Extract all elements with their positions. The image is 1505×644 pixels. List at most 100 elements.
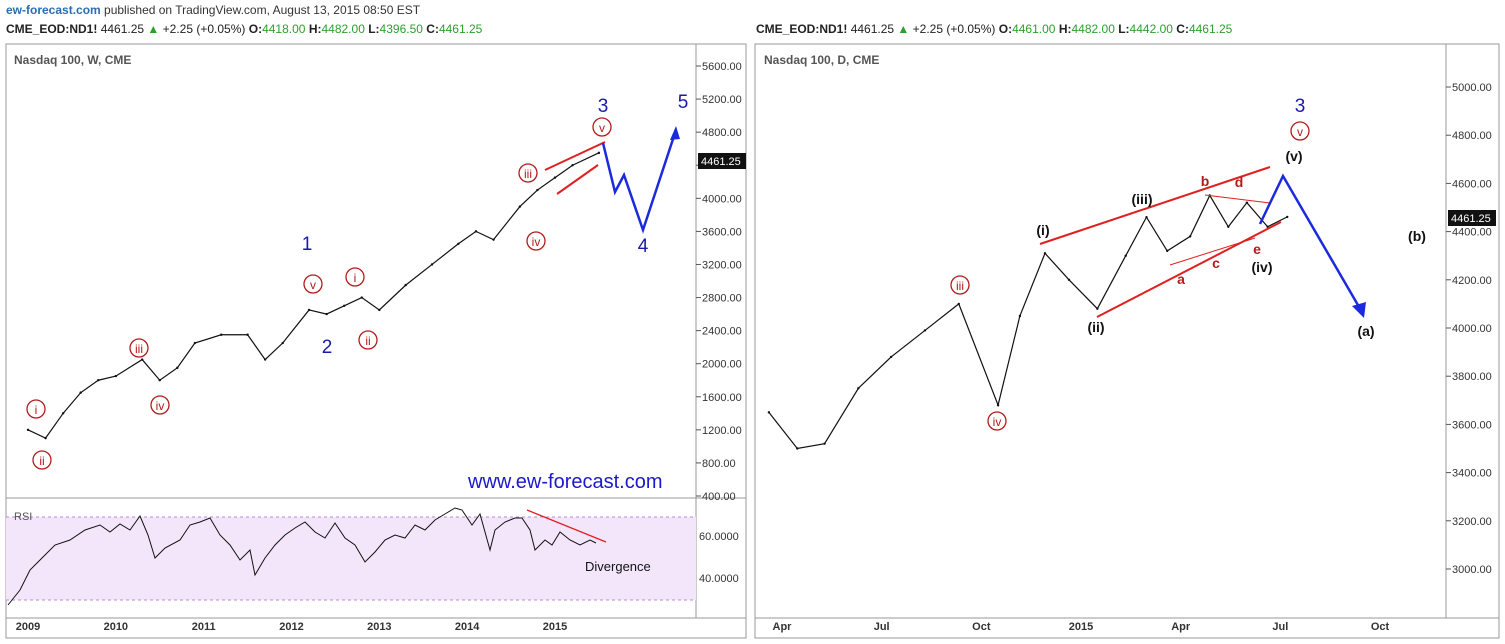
triangle-lower-line xyxy=(1169,237,1256,266)
time-tick-label: 2009 xyxy=(16,621,40,633)
time-tick-label: 2015 xyxy=(543,621,567,633)
wave-label: ii xyxy=(39,454,44,468)
wave-label: ii xyxy=(365,334,370,348)
wedge-lower-line xyxy=(556,164,599,195)
price-ticks: 5600.005200.004800.004400.004000.003600.… xyxy=(696,61,742,503)
price-label: 4461.25 xyxy=(1451,213,1491,225)
price-label-box xyxy=(1448,210,1496,226)
wave-label: iii xyxy=(956,279,964,293)
wave-label: iv xyxy=(532,235,541,249)
wave-label: v xyxy=(310,278,316,292)
rsi-divergence-line xyxy=(526,509,607,543)
wave-label: (iv) xyxy=(1252,259,1273,275)
price-tick-label: 2000.00 xyxy=(702,359,742,371)
wave-circle xyxy=(518,163,538,183)
price-tick-label: 3800.00 xyxy=(1452,371,1492,383)
channel-upper-line xyxy=(1039,166,1271,245)
rsi-tick-60: 60.0000 xyxy=(699,531,739,543)
site-link[interactable]: ew-forecast.com xyxy=(6,3,101,17)
left-last: 4461.25 xyxy=(100,22,145,36)
right-change: +2.25 (+0.05%) xyxy=(912,22,996,36)
price-tick-label: 1200.00 xyxy=(702,425,742,437)
channel-lower-line xyxy=(1096,221,1282,318)
right-close: 4461.25 xyxy=(1188,22,1233,36)
price-tick-label: 3600.00 xyxy=(1452,419,1492,431)
price-tick-label: 4800.00 xyxy=(702,127,742,139)
wave-circle xyxy=(1290,121,1310,141)
triangle-upper-line xyxy=(1204,194,1271,204)
wave-circle xyxy=(129,338,149,358)
right-high: 4482.00 xyxy=(1071,22,1115,36)
published-text: published on TradingView.com, August 13,… xyxy=(100,3,421,17)
time-tick-label: Jul xyxy=(874,621,890,633)
time-ticks: 2009 2010 2011 2012 2013 2014 2015 xyxy=(16,621,567,633)
price-tick-label: 5000.00 xyxy=(1452,82,1492,94)
left-change: +2.25 (+0.05%) xyxy=(162,22,246,36)
wave-label: v xyxy=(1297,125,1303,139)
wave-label: e xyxy=(1253,241,1261,257)
wave-label: i xyxy=(35,403,38,417)
wave-circle xyxy=(32,450,52,470)
left-close: 4461.25 xyxy=(438,22,483,36)
right-symbol[interactable]: CME_EOD:ND1! xyxy=(756,22,848,36)
price-tick-label: 3400.00 xyxy=(1452,468,1492,480)
time-tick-label: 2012 xyxy=(279,621,303,633)
wave-label: iv xyxy=(156,399,165,413)
rsi-tick-40: 40.0000 xyxy=(699,573,739,585)
daily-chart[interactable]: Nasdaq 100, D, CME 5000.00 4800.00 4600.00… xyxy=(750,40,1500,640)
publish-bar: ew-forecast.com published on TradingView… xyxy=(0,0,1505,18)
wave-label: iii xyxy=(135,342,143,356)
watermark: www.ew-forecast.com xyxy=(467,471,663,493)
wave-label: iv xyxy=(993,415,1002,429)
price-tick-label: 3000.00 xyxy=(1452,564,1492,576)
price-tick-label: 1600.00 xyxy=(702,392,742,404)
up-arrow-icon: ▲ xyxy=(897,22,910,36)
time-tick-label: Oct xyxy=(972,621,991,633)
price-tick-label: 4800.00 xyxy=(1452,130,1492,142)
divergence-label: Divergence xyxy=(585,559,651,574)
projection-path xyxy=(601,129,678,234)
price-series xyxy=(767,194,1289,450)
wave-label: b xyxy=(1201,173,1210,189)
wave-label: (iii) xyxy=(1132,191,1153,207)
price-tick-label: 4000.00 xyxy=(702,193,742,205)
left-high: 4482.00 xyxy=(321,22,365,36)
wave-label: (ii) xyxy=(1087,319,1104,335)
left-open: 4418.00 xyxy=(262,22,306,36)
right-last: 4461.25 xyxy=(850,22,895,36)
wave-label: (a) xyxy=(1357,323,1374,339)
price-series xyxy=(26,151,601,440)
wave-label: 3 xyxy=(1295,96,1306,117)
price-line xyxy=(768,194,1288,450)
time-tick-label: 2010 xyxy=(104,621,128,633)
left-symbol[interactable]: CME_EOD:ND1! xyxy=(6,22,98,36)
wave-circle xyxy=(26,399,46,419)
price-tick-label: 2400.00 xyxy=(702,326,742,338)
price-line xyxy=(27,152,600,439)
right-quote-bar: CME_EOD:ND1! 4461.25 ▲ +2.25 (+0.05%) O:… xyxy=(756,22,1233,36)
price-label: 4461.25 xyxy=(701,156,741,168)
time-tick-label: Jul xyxy=(1272,621,1288,633)
price-tick-label: 800.00 xyxy=(702,458,736,470)
wave-label: d xyxy=(1235,174,1244,190)
weekly-chart[interactable]: Nasdaq 100, W, CME 5600.005200.004800.00… xyxy=(0,40,750,640)
wave-label: a xyxy=(1177,271,1185,287)
price-ticks: 5000.00 4800.00 4600.00 4400.00 4200.00 4000.… xyxy=(1446,82,1492,576)
wave-circle xyxy=(526,231,546,251)
wave-circle xyxy=(303,274,323,294)
rsi-line xyxy=(7,507,597,606)
rsi-label: RSI xyxy=(14,511,32,523)
wave-label: (i) xyxy=(1036,222,1049,238)
price-tick-label: 3200.00 xyxy=(1452,516,1492,528)
price-tick-label: 4200.00 xyxy=(1452,275,1492,287)
publish-info: ew-forecast.com published on TradingView… xyxy=(6,3,420,17)
wave-label: (b) xyxy=(1408,228,1426,244)
wave-labels: 3 v (v) (b) (a) (i) (ii) (iii) (iv) iii iv a b c d e xyxy=(950,96,1426,431)
arrow-head-icon xyxy=(670,126,680,140)
price-tick-label: 4600.00 xyxy=(1452,178,1492,190)
wave-circle xyxy=(345,267,365,287)
wave-circle xyxy=(592,117,612,137)
price-tick-label: 400.00 xyxy=(702,491,736,503)
price-tick-label: 2800.00 xyxy=(702,293,742,305)
wave-circle xyxy=(358,330,378,350)
